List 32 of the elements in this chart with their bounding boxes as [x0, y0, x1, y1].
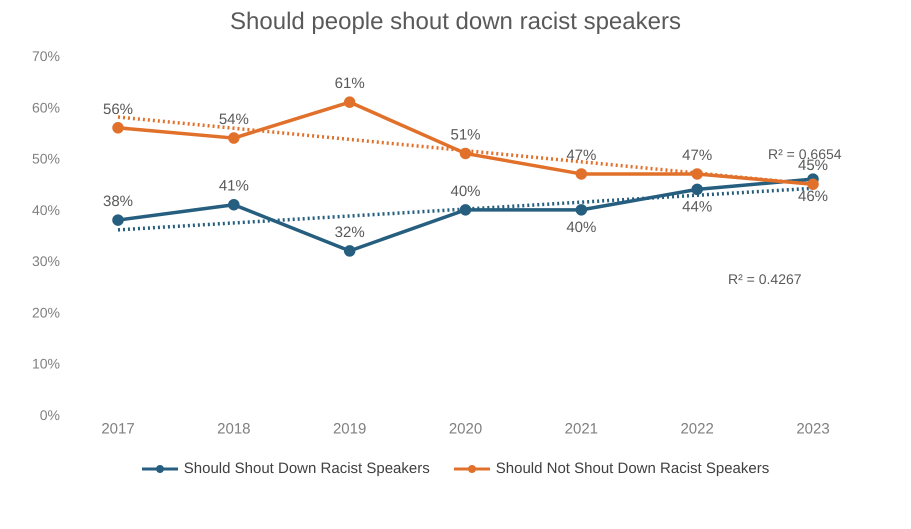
- x-tick-label: 2017: [101, 420, 135, 438]
- data-label: 47%: [566, 146, 596, 164]
- legend-label: Should Not Shout Down Racist Speakers: [496, 460, 770, 477]
- x-tick-label: 2019: [332, 420, 366, 438]
- data-label: 61%: [334, 75, 365, 92]
- data-label: 40%: [566, 218, 596, 236]
- y-tick-label: 50%: [32, 150, 60, 167]
- data-label: 47%: [682, 146, 712, 164]
- y-tick-label: 40%: [32, 202, 60, 218]
- chart-title: Should people shout down racist speakers: [229, 8, 682, 36]
- y-tick-label: 30%: [32, 253, 60, 270]
- x-tick-label: 2023: [796, 420, 830, 438]
- data-label: 46%: [798, 188, 828, 206]
- data-label: 40%: [450, 182, 481, 200]
- x-tick-label: 2022: [680, 420, 714, 438]
- data-label: 32%: [334, 224, 365, 241]
- data-label: 38%: [102, 193, 134, 210]
- data-label: 56%: [102, 100, 134, 118]
- legend-label: Should Shout Down Racist Speakers: [184, 460, 430, 477]
- data-label: 51%: [450, 126, 481, 144]
- y-tick-label: 20%: [32, 304, 60, 320]
- y-tick-label: 10%: [32, 356, 60, 372]
- y-tick-label: 70%: [32, 48, 60, 64]
- data-label: 54%: [218, 111, 249, 128]
- x-tick-label: 2018: [217, 420, 251, 438]
- data-label: 44%: [682, 198, 712, 216]
- x-tick-label: 2020: [448, 420, 482, 438]
- annotation: R² = 0.4267: [728, 271, 802, 287]
- x-tick-label: 2021: [564, 420, 598, 438]
- y-tick-label: 60%: [32, 99, 60, 116]
- y-tick-label: 0%: [40, 406, 60, 423]
- data-label: 41%: [218, 178, 249, 195]
